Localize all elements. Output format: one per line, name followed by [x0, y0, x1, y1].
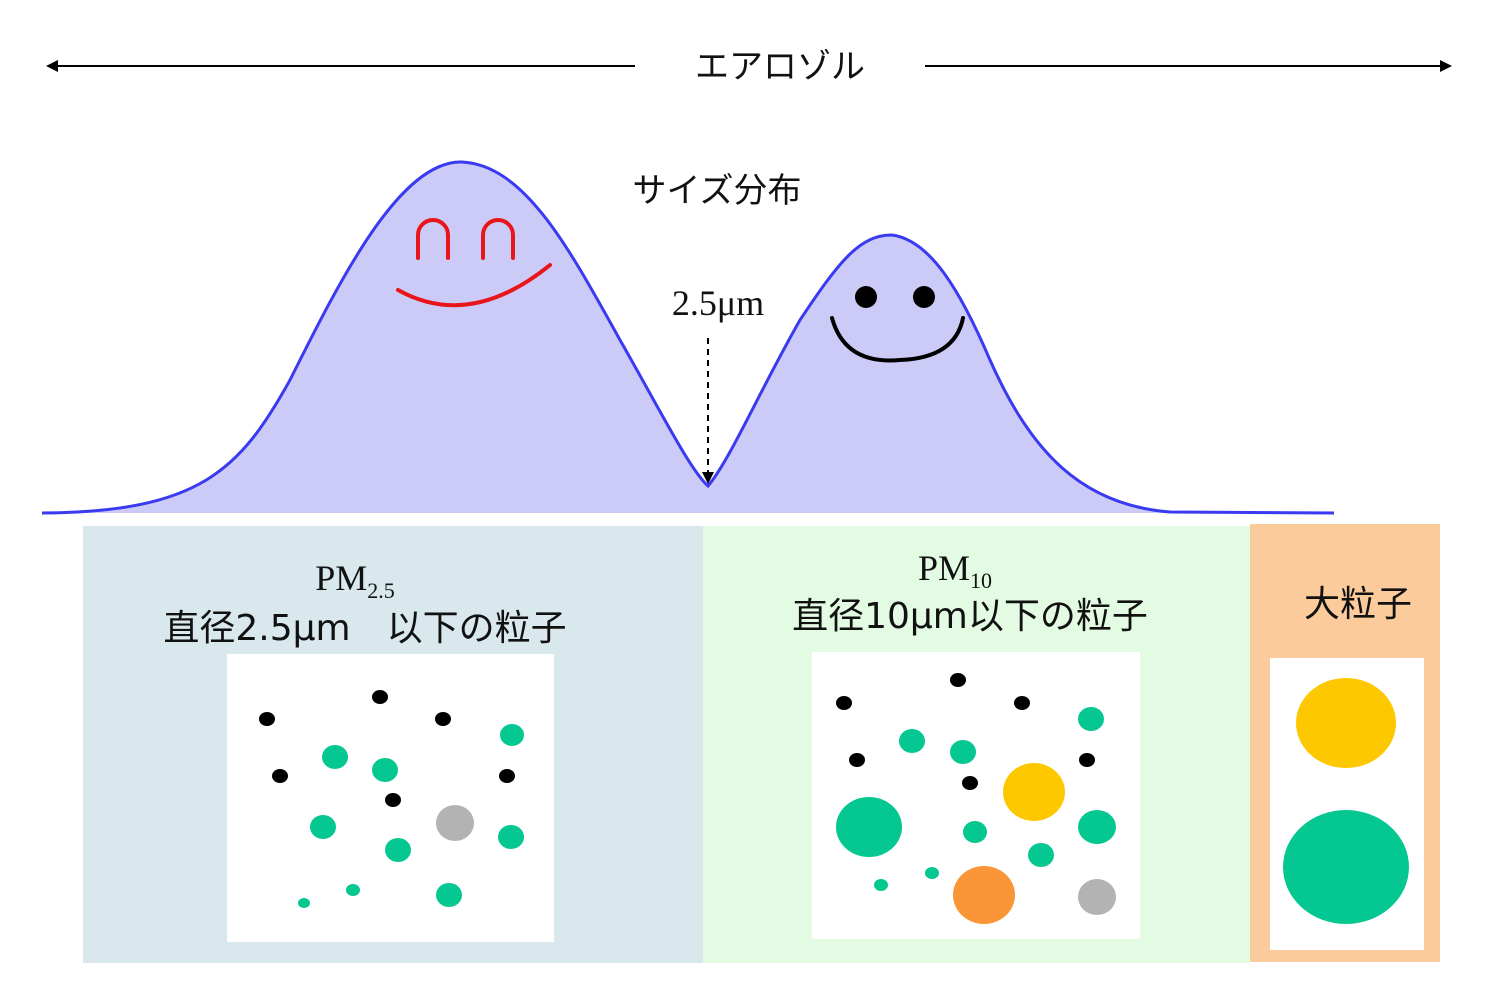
size-distribution-label: サイズ分布 [633, 171, 802, 211]
particle-yellow [1003, 763, 1065, 821]
happy-face-icon [396, 218, 552, 308]
happy-left-eye [416, 218, 450, 260]
particle-black [962, 776, 978, 790]
particle-green [436, 883, 462, 907]
particle-green [498, 825, 524, 849]
particle-black [836, 696, 852, 710]
pm25-title-sub: 2.5 [367, 578, 395, 603]
pm25-particles [259, 690, 524, 908]
particle-black [272, 769, 288, 783]
happy-mouth [396, 263, 552, 308]
pm25-description: 直径2.5μm 以下の粒子 [163, 608, 566, 649]
particle-black [950, 673, 966, 687]
particle-black [499, 769, 515, 783]
pm10-title: PM10 [918, 548, 992, 593]
cutoff-label: 2.5μm [672, 283, 764, 323]
particle-gray [436, 805, 474, 841]
panel-pm10: PM10 直径10μm以下の粒子 [703, 526, 1250, 963]
neutral-left-eye [855, 286, 877, 308]
neutral-right-eye [913, 286, 935, 308]
panel-pm25: PM2.5 直径2.5μm 以下の粒子 [83, 526, 703, 963]
particle-green [1078, 707, 1104, 731]
particle-green [346, 884, 360, 896]
pm25-title: PM2.5 [315, 558, 395, 603]
size-distribution-curve [42, 161, 1334, 513]
particle-green [874, 879, 888, 891]
pm10-title-main: PM [918, 548, 970, 588]
particle-green [298, 898, 310, 908]
particle-black [372, 690, 388, 704]
large-description: 大粒子 [1304, 584, 1412, 625]
particle-gray [1078, 879, 1116, 915]
particle-green [385, 838, 411, 862]
neutral-mouth [830, 316, 965, 363]
pm25-title-main: PM [315, 558, 367, 598]
particle-black [259, 712, 275, 726]
pm10-title-sub: 10 [970, 568, 992, 593]
particle-green [1078, 810, 1116, 844]
happy-right-eye [481, 218, 515, 260]
panel-large: 大粒子 [1250, 524, 1440, 962]
particle-green [950, 740, 976, 764]
particle-green [1283, 810, 1409, 924]
particle-yellow [1296, 678, 1396, 768]
aerosol-title: エアロゾル [695, 47, 865, 87]
size-distribution-outline [41, 160, 1335, 515]
pm10-particles [836, 673, 1116, 924]
particle-green [836, 797, 902, 857]
particle-green [372, 758, 398, 782]
neutral-face-icon [830, 286, 965, 363]
particle-black [385, 793, 401, 807]
pm10-description: 直径10μm以下の粒子 [792, 596, 1148, 637]
particle-black [435, 712, 451, 726]
large-particles [1283, 678, 1409, 924]
particle-green [500, 724, 524, 746]
particle-orange [953, 866, 1015, 924]
particle-green [899, 729, 925, 753]
particle-green [310, 815, 336, 839]
particle-black [849, 753, 865, 767]
particle-green [1028, 843, 1054, 867]
particle-green [925, 867, 939, 879]
particle-black [1014, 696, 1030, 710]
particle-black [1079, 753, 1095, 767]
particle-green [963, 821, 987, 843]
particle-green [322, 745, 348, 769]
